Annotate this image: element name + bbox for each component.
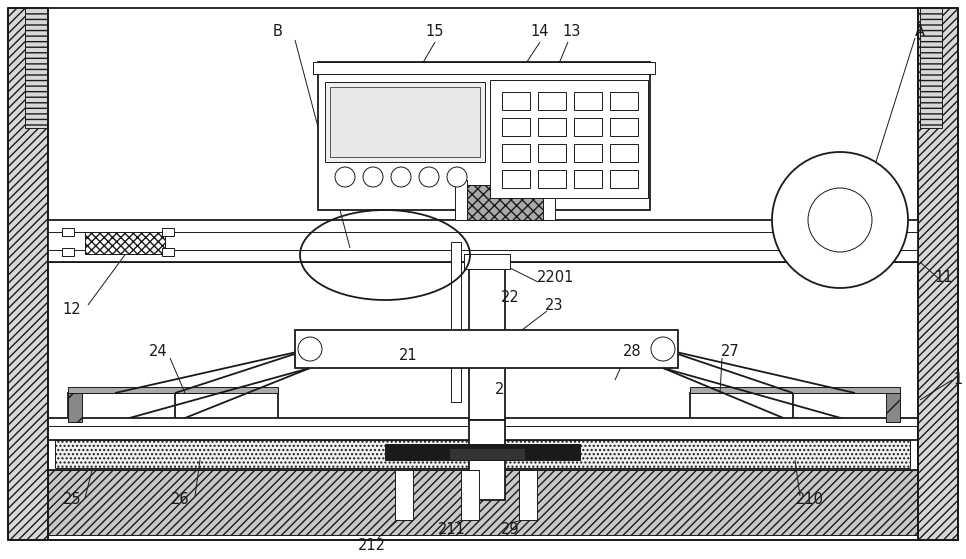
Bar <box>543 180 555 220</box>
Bar <box>385 444 580 460</box>
Bar <box>48 220 918 262</box>
Bar <box>800 232 880 254</box>
Text: 24: 24 <box>149 344 167 359</box>
Circle shape <box>772 152 908 288</box>
Bar <box>464 254 510 269</box>
Circle shape <box>335 167 355 187</box>
Bar <box>68 387 278 393</box>
Bar <box>918 8 958 540</box>
Bar <box>395 470 413 520</box>
Bar <box>48 252 918 262</box>
Circle shape <box>298 337 322 361</box>
Text: 15: 15 <box>426 25 444 40</box>
Bar <box>25 8 47 128</box>
Text: 21: 21 <box>399 348 417 362</box>
Bar <box>538 92 566 110</box>
Bar <box>55 440 910 468</box>
Bar <box>85 232 165 254</box>
Circle shape <box>419 167 439 187</box>
Text: 27: 27 <box>721 344 739 359</box>
Bar <box>610 144 638 162</box>
Bar <box>162 248 174 256</box>
Bar <box>449 448 525 460</box>
Text: 28: 28 <box>623 344 641 359</box>
Bar <box>318 62 650 210</box>
Text: 1: 1 <box>953 372 963 387</box>
Bar <box>62 228 74 236</box>
Text: 23: 23 <box>545 299 563 314</box>
Circle shape <box>447 167 467 187</box>
Bar <box>519 470 537 520</box>
Bar <box>502 170 530 188</box>
Bar <box>502 144 530 162</box>
Text: 13: 13 <box>563 25 582 40</box>
Bar <box>610 170 638 188</box>
Bar <box>68 393 82 422</box>
Text: 29: 29 <box>500 523 520 538</box>
Bar <box>690 387 900 393</box>
Bar <box>451 242 461 402</box>
Text: 212: 212 <box>358 538 386 552</box>
Text: 210: 210 <box>796 492 824 508</box>
Bar <box>886 393 900 422</box>
Bar <box>502 118 530 136</box>
Bar <box>325 82 485 162</box>
Bar <box>469 420 505 500</box>
Text: 26: 26 <box>171 492 189 508</box>
Bar <box>68 393 278 422</box>
Circle shape <box>391 167 411 187</box>
Bar <box>920 8 942 128</box>
Bar <box>538 144 566 162</box>
Text: 2: 2 <box>496 382 504 397</box>
Bar <box>610 92 638 110</box>
Bar <box>469 262 505 420</box>
Circle shape <box>363 167 383 187</box>
Text: 11: 11 <box>935 271 953 286</box>
Text: B: B <box>273 25 283 40</box>
Bar <box>574 92 602 110</box>
Bar <box>574 118 602 136</box>
Bar <box>610 118 638 136</box>
Bar <box>878 228 890 236</box>
Circle shape <box>808 188 872 252</box>
Bar <box>490 80 648 198</box>
Bar <box>295 330 678 368</box>
Text: 22: 22 <box>500 291 520 306</box>
Circle shape <box>651 337 675 361</box>
Bar <box>48 418 918 440</box>
Bar <box>330 87 480 157</box>
Bar <box>455 180 467 220</box>
Bar <box>460 185 550 220</box>
Bar <box>574 144 602 162</box>
Bar <box>878 248 890 256</box>
Bar <box>502 92 530 110</box>
Text: A: A <box>915 25 925 40</box>
Bar <box>784 228 796 236</box>
Bar <box>461 470 479 520</box>
Text: 211: 211 <box>438 523 466 538</box>
Text: 2201: 2201 <box>537 269 575 285</box>
Bar <box>313 62 655 74</box>
Bar <box>784 248 796 256</box>
Bar <box>48 470 918 535</box>
Bar <box>574 170 602 188</box>
Bar <box>538 170 566 188</box>
Text: 12: 12 <box>63 302 81 318</box>
Bar <box>690 393 900 422</box>
Bar <box>538 118 566 136</box>
Text: 25: 25 <box>63 492 81 508</box>
Bar <box>162 228 174 236</box>
Text: 14: 14 <box>530 25 550 40</box>
Bar <box>8 8 48 540</box>
Bar <box>62 248 74 256</box>
